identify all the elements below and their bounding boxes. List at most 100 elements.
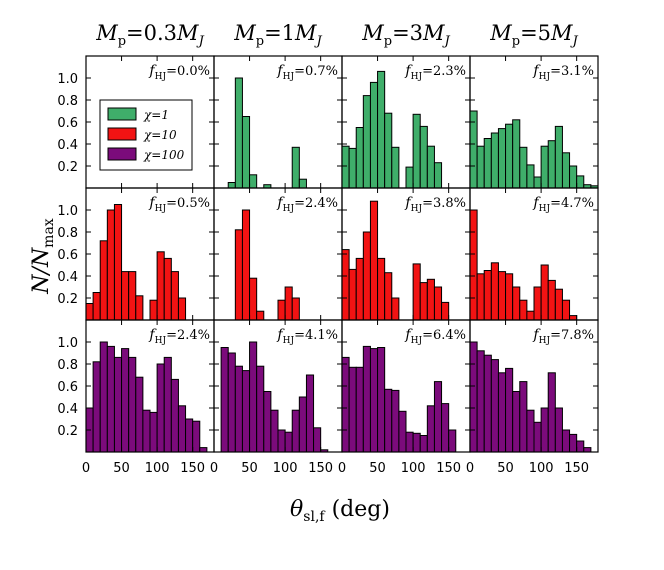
panel: fHJ=0.7% <box>213 55 343 189</box>
histogram-bar <box>526 409 535 453</box>
histogram-bar <box>234 77 243 189</box>
histogram-bar <box>362 345 371 453</box>
histogram-bar <box>355 127 364 189</box>
legend-swatch <box>107 127 137 141</box>
panel: fHJ=6.4% <box>341 319 471 453</box>
histogram-bar <box>554 288 563 321</box>
histogram-bar <box>341 356 350 453</box>
histogram-bar <box>177 405 187 453</box>
histogram-bar <box>519 146 528 189</box>
histogram-bar <box>533 421 542 453</box>
histogram-bar <box>561 299 571 321</box>
histogram-bar <box>540 407 549 453</box>
fhj-annotation: fHJ=7.8% <box>532 327 594 346</box>
histogram-bar <box>284 286 293 321</box>
y-tick-label: 0.4 <box>57 270 78 285</box>
histogram-bar <box>284 431 293 453</box>
histogram-bar <box>192 420 201 453</box>
histogram-bar <box>241 209 251 321</box>
histogram-bar <box>576 440 585 453</box>
histogram-bar <box>121 271 130 321</box>
axis-ticks: 0.2 0.4 0.6 0.8 1.0 0.2 0.4 0.6 0.8 1.0 0.2 0.4 0.6 0… <box>57 72 589 476</box>
y-tick-label: 0.8 <box>57 226 78 241</box>
histogram-bar <box>569 315 578 321</box>
panel: fHJ=7.8% <box>469 319 599 453</box>
histogram-bar <box>362 95 371 189</box>
histogram-bar <box>441 301 450 321</box>
histogram-bar <box>156 363 165 453</box>
histogram-bar <box>391 297 400 321</box>
fhj-annotation: fHJ=4.1% <box>276 327 338 346</box>
fhj-annotation: fHJ=3.1% <box>532 63 594 82</box>
histogram-bar <box>384 112 393 189</box>
histogram-bar <box>106 209 115 321</box>
histogram-grid: fHJ=0.0% fHJ=0.5% fHJ=2.4% fHJ=0.7% fHJ=2.4%… <box>85 55 599 453</box>
x-tick-label: 150 <box>564 461 589 476</box>
histogram-bar <box>505 367 514 453</box>
x-tick-label: 100 <box>401 461 426 476</box>
panel: fHJ=4.1% <box>213 319 343 453</box>
histogram-bar <box>156 251 165 321</box>
y-tick-label: 0.2 <box>57 160 78 175</box>
panel: fHJ=2.4% <box>85 319 215 453</box>
histogram-bar <box>426 278 435 321</box>
x-tick-label: 0 <box>466 461 474 476</box>
histogram-bar <box>526 164 535 189</box>
histogram-bar <box>227 352 236 453</box>
histogram-bar <box>384 388 393 453</box>
histogram-bar <box>277 299 286 321</box>
x-axis-label-sub: sl,f <box>303 509 326 525</box>
histogram-bar <box>377 70 386 189</box>
legend-swatch <box>107 147 137 161</box>
histogram-bar <box>270 409 279 453</box>
histogram-bar <box>547 279 556 321</box>
histogram-bar <box>241 370 251 453</box>
legend: χ=1 χ=10 χ=100 <box>99 99 193 171</box>
histogram-bar <box>391 389 400 453</box>
histogram-bar <box>561 429 571 453</box>
histogram-bar <box>533 176 542 189</box>
y-axis-label: N/Nmax <box>29 218 57 295</box>
histogram-bar <box>142 409 151 453</box>
histogram-bar <box>128 271 137 321</box>
histogram-bar <box>135 376 144 453</box>
y-tick-label: 0.4 <box>57 138 78 153</box>
histogram-bar <box>469 110 478 189</box>
histogram-bar <box>256 365 265 453</box>
histogram-bar <box>291 146 300 189</box>
histogram-bar <box>497 271 507 321</box>
x-tick-label: 150 <box>308 461 333 476</box>
histogram-bar <box>256 310 265 321</box>
histogram-bar <box>263 391 272 453</box>
y-tick-label: 1.0 <box>57 336 78 351</box>
histogram-bar <box>476 145 485 189</box>
histogram-bar <box>227 182 236 189</box>
histogram-bar <box>583 447 592 453</box>
histogram-bar <box>234 229 243 321</box>
histogram-bar <box>448 429 457 453</box>
y-tick-label: 0.4 <box>57 402 78 417</box>
histogram-bar <box>469 209 478 321</box>
histogram-bar <box>170 271 179 321</box>
histogram-bar <box>576 175 585 189</box>
fhj-annotation: fHJ=2.3% <box>404 63 466 82</box>
histogram-bar <box>512 286 521 321</box>
fhj-annotation: fHJ=3.8% <box>404 195 466 214</box>
histogram-bar <box>405 431 414 453</box>
histogram-bar <box>377 347 386 453</box>
y-tick-label: 0.6 <box>57 248 78 263</box>
histogram-bar <box>369 348 379 453</box>
histogram-bar <box>547 140 556 189</box>
histogram-bar <box>497 372 507 453</box>
histogram-bar <box>177 297 187 321</box>
histogram-bar <box>135 295 144 321</box>
y-axis-label-main: N/N <box>29 247 54 295</box>
histogram-bar <box>99 240 108 321</box>
histogram-bar <box>113 204 123 321</box>
histogram-bar <box>476 273 485 321</box>
x-tick-label: 50 <box>497 461 514 476</box>
histogram-bar <box>241 116 251 189</box>
x-axis-label-unit: (deg) <box>325 497 390 522</box>
fhj-annotation: fHJ=2.4% <box>276 195 338 214</box>
histogram-bar <box>483 354 492 453</box>
